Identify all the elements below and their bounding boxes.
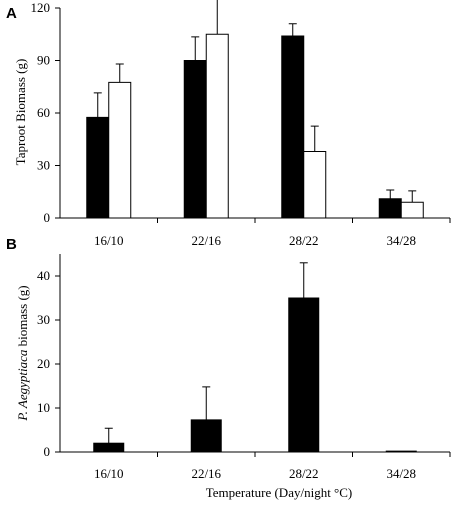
panel-a-x-tick-label: 34/28 <box>386 233 416 248</box>
panel-a-bar <box>183 60 207 219</box>
panel-b-x-tick-label: 28/22 <box>289 466 319 481</box>
panel-a-x-tick-label: 28/22 <box>289 233 319 248</box>
panel-b-y-axis-title: P. Aegyptiaca biomass (g) <box>15 285 30 421</box>
panel-a-bar <box>400 201 424 219</box>
panel-b-x-axis-title: Temperature (Day/night °C) <box>206 485 353 500</box>
panel-b-x-tick-label: 34/28 <box>386 466 416 481</box>
panel-a-bar <box>205 33 229 219</box>
panel-a-bar <box>281 35 305 219</box>
panel-a-label: A <box>6 5 17 22</box>
panel-b-plot: 0 10 20 30 40 16/10 22/16 28/22 34/28 <box>37 254 451 481</box>
panel-b-y-axis-title-rest: biomass (g) <box>15 285 30 349</box>
panel-a-y-tick-label: 60 <box>37 105 50 120</box>
panel-b-y-tick-label: 30 <box>37 312 50 327</box>
panel-a-bar <box>378 198 402 219</box>
panel-b-y-tick-label: 10 <box>37 400 50 415</box>
panel-b-x-tick-label: 16/10 <box>94 466 124 481</box>
panel-a-y-tick-label: 30 <box>37 158 50 173</box>
panel-a-y-tick-label: 0 <box>44 210 51 225</box>
panel-a-y-tick-label: 120 <box>31 0 51 15</box>
panel-b-y-tick-label: 0 <box>44 444 51 459</box>
panel-b-y-tick-label: 40 <box>37 268 50 283</box>
panel-a-bar <box>108 81 132 219</box>
panel-a-plot: 0 30 60 90 120 16/10 22/16 28/22 34/28 <box>31 0 451 248</box>
panel-a-x-tick-label: 16/10 <box>94 233 124 248</box>
panel-b-y-axis-title-species: P. Aegyptiaca <box>15 349 30 422</box>
panel-b-bar <box>93 442 125 453</box>
panel-a-y-axis-title: Taproot Biomass (g) <box>13 59 28 166</box>
panel-a-x-tick-label: 22/16 <box>191 233 221 248</box>
panel-b-bar <box>190 419 222 453</box>
panel-b-bar <box>288 297 320 453</box>
panel-b-y-tick-label: 20 <box>37 356 50 371</box>
panel-a-bar <box>86 116 110 219</box>
panel-b-bar <box>385 450 417 453</box>
panel-a-bar <box>303 151 327 219</box>
panel-b-x-tick-label: 22/16 <box>191 466 221 481</box>
panel-b-label: B <box>6 236 17 253</box>
panel-a-y-tick-label: 90 <box>37 53 50 68</box>
